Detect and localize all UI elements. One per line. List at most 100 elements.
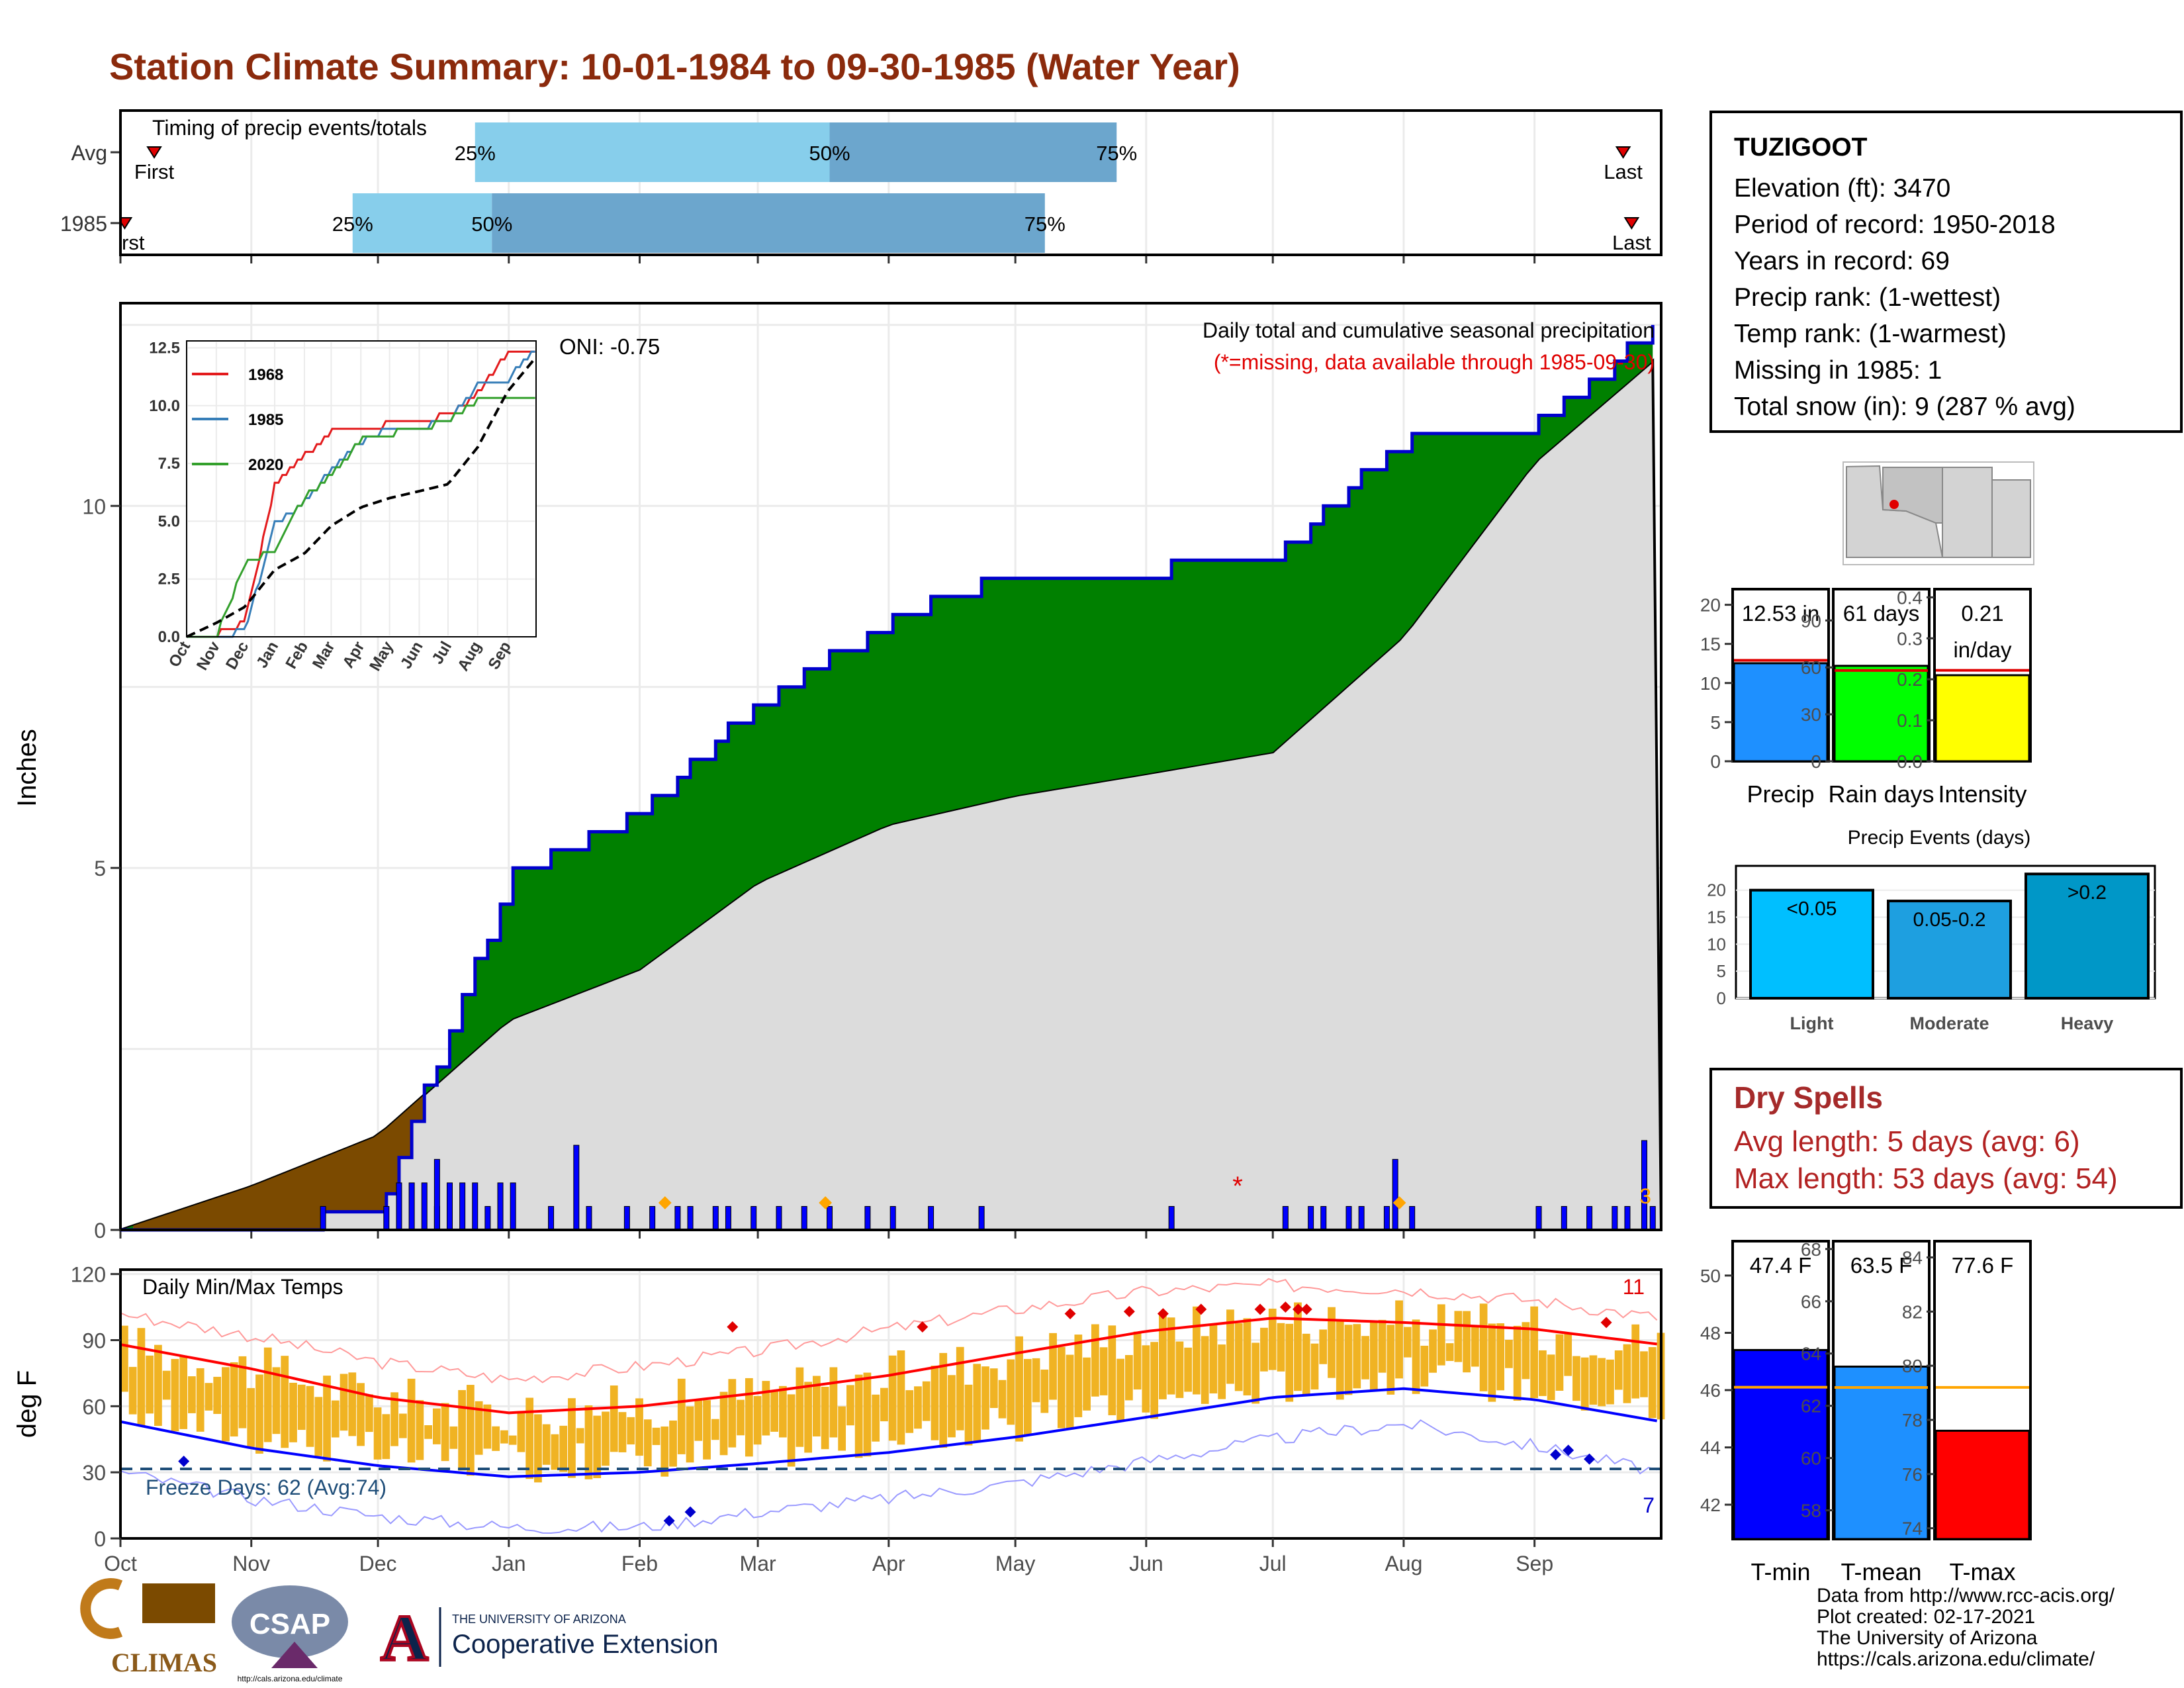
daily-temp-range-bar bbox=[1564, 1333, 1572, 1376]
summary-bar-value bbox=[1733, 662, 1829, 763]
daily-temp-range-bar bbox=[1555, 1334, 1564, 1391]
inset-frame bbox=[186, 340, 537, 637]
daily-temp-range-bar bbox=[120, 1325, 128, 1392]
summary-bar-ytick-label: 78 bbox=[1902, 1410, 1923, 1430]
temp-ytick-label: 90 bbox=[82, 1329, 106, 1352]
daily-temp-range-bar bbox=[787, 1394, 796, 1467]
temp-label: Daily Min/Max Temps bbox=[142, 1275, 343, 1299]
daily-temp-range-bar bbox=[1243, 1318, 1251, 1395]
summary-bar-ytick-label: 50 bbox=[1700, 1266, 1721, 1286]
missing-note: (*=missing, data available through 1985-… bbox=[1214, 350, 1655, 374]
daily-precip-bar bbox=[472, 1182, 478, 1231]
daily-temp-range-bar bbox=[432, 1408, 441, 1444]
first-event-label: First bbox=[105, 231, 145, 254]
station-missing: Missing in 1985: 1 bbox=[1734, 356, 1942, 385]
record-high-marker-icon bbox=[917, 1321, 929, 1333]
daily-temp-range-bar bbox=[1471, 1325, 1479, 1367]
daily-temp-range-bar bbox=[508, 1435, 517, 1445]
daily-temp-range-bar bbox=[492, 1426, 500, 1451]
summary-bar-value bbox=[1934, 674, 2030, 763]
daily-temp-range-bar bbox=[1091, 1324, 1099, 1397]
dry-spells-panel: Dry Spells Avg length: 5 days (avg: 6) M… bbox=[1709, 1068, 2183, 1209]
daily-temp-range-bar bbox=[863, 1372, 872, 1457]
summary-bar-category-label: Rain days bbox=[1828, 780, 1934, 808]
daily-precip-bar bbox=[1409, 1205, 1416, 1231]
daily-temp-range-bar bbox=[576, 1428, 584, 1444]
daily-precip-bar bbox=[674, 1205, 681, 1231]
record-low-marker-icon bbox=[1584, 1453, 1596, 1465]
summary-bar-category-label: T-mean bbox=[1841, 1558, 1921, 1585]
inset-month-label: Sep bbox=[484, 639, 514, 673]
daily-temp-range-bar bbox=[1378, 1319, 1387, 1373]
daily-precip-bar bbox=[1624, 1205, 1631, 1231]
daily-precip-bar bbox=[396, 1182, 402, 1231]
summary-bar-value-label: 0.21 bbox=[1961, 601, 2003, 626]
month-label: Jan bbox=[492, 1552, 526, 1575]
snow-event-marker-icon bbox=[1392, 1196, 1406, 1209]
month-label: Sep bbox=[1516, 1552, 1553, 1575]
station-name: TUZIGOOT bbox=[1734, 133, 1868, 162]
summary-bar-value bbox=[1833, 665, 1929, 763]
daily-temp-range-bar bbox=[382, 1414, 390, 1460]
summary-bar-ytick-label: 5 bbox=[1710, 712, 1721, 733]
temp-frame bbox=[119, 1268, 1662, 1540]
precip-events-bar bbox=[1887, 900, 2012, 1000]
daily-temp-range-bar bbox=[1015, 1336, 1023, 1442]
last-event-marker-icon bbox=[1623, 217, 1640, 230]
daily-temp-range-bar bbox=[1640, 1351, 1648, 1397]
month-label: May bbox=[995, 1552, 1035, 1575]
precip-events-category-label: Light bbox=[1790, 1013, 1834, 1033]
daily-temp-range-bar bbox=[1226, 1309, 1234, 1384]
summary-bar-ytick-label: 64 bbox=[1801, 1344, 1821, 1364]
daily-temp-range-bar bbox=[331, 1400, 340, 1438]
daily-temp-range-bar bbox=[1547, 1354, 1555, 1401]
summary-bar-category-label: Precip bbox=[1747, 780, 1814, 808]
credit-plot-date: Plot created: 02-17-2021 bbox=[1817, 1606, 2036, 1628]
inset-month-label: May bbox=[366, 638, 397, 674]
daily-temp-range-bar bbox=[416, 1400, 424, 1460]
credit-url: https://cals.arizona.edu/climate/ bbox=[1817, 1648, 2095, 1670]
daily-temp-range-bar bbox=[255, 1374, 263, 1454]
summary-bar-ytick-label: 82 bbox=[1902, 1301, 1923, 1322]
daily-temp-range-bar bbox=[340, 1374, 348, 1431]
daily-temp-range-bar bbox=[872, 1394, 880, 1442]
month-label: Jul bbox=[1259, 1552, 1287, 1575]
daily-temp-range-bar bbox=[660, 1426, 669, 1477]
daily-temp-range-bar bbox=[1175, 1341, 1184, 1398]
daily-precip-bar bbox=[776, 1205, 782, 1231]
timing-q2-bar bbox=[829, 122, 1117, 182]
station-location-marker bbox=[1889, 500, 1899, 509]
daily-temp-range-bar bbox=[1429, 1329, 1437, 1373]
last-event-label: Last bbox=[1612, 231, 1651, 254]
timing-q1-bar bbox=[352, 193, 492, 253]
daily-temp-range-bar bbox=[1124, 1355, 1133, 1401]
inset-ytick-label: 7.5 bbox=[158, 455, 180, 473]
temp-panel: 0 30 60 90 120 Daily Min/Max Temps Freeze Da… bbox=[13, 1263, 1665, 1575]
daily-temp-range-bar bbox=[1522, 1322, 1530, 1380]
daily-temp-range-bar bbox=[441, 1403, 449, 1462]
daily-temp-range-bar bbox=[1369, 1320, 1378, 1391]
daily-temp-range-bar bbox=[475, 1401, 483, 1455]
precip-events-category-label: Moderate bbox=[1909, 1013, 1989, 1033]
daily-precip-bar bbox=[623, 1205, 630, 1231]
daily-temp-range-bar bbox=[306, 1385, 314, 1447]
summary-bar-ytick-label: 15 bbox=[1700, 634, 1721, 655]
last-event-marker-icon bbox=[1615, 146, 1631, 159]
inset-ytick-label: 0.0 bbox=[158, 628, 180, 646]
daily-temp-range-bar bbox=[1648, 1347, 1657, 1419]
record-high-marker-icon bbox=[1300, 1303, 1312, 1315]
daily-temp-range-bar bbox=[1209, 1324, 1218, 1393]
ua-top-text: THE UNIVERSITY OF ARIZONA bbox=[452, 1613, 626, 1626]
timing-row-name: Avg bbox=[71, 141, 107, 165]
daily-temp-range-bar bbox=[323, 1376, 331, 1462]
daily-temp-range-bar bbox=[981, 1366, 989, 1430]
daily-temp-range-bar bbox=[584, 1405, 593, 1479]
daily-temp-range-bar bbox=[897, 1350, 905, 1445]
daily-precip-bar bbox=[687, 1205, 694, 1231]
daily-temp-range-bar bbox=[846, 1385, 854, 1426]
summary-bar-ytick-label: 76 bbox=[1902, 1464, 1923, 1485]
station-precip-rank: Precip rank: (1-wettest) bbox=[1734, 283, 2001, 312]
daily-temp-range-bar bbox=[1159, 1312, 1167, 1399]
daily-precip-bar bbox=[459, 1182, 466, 1231]
